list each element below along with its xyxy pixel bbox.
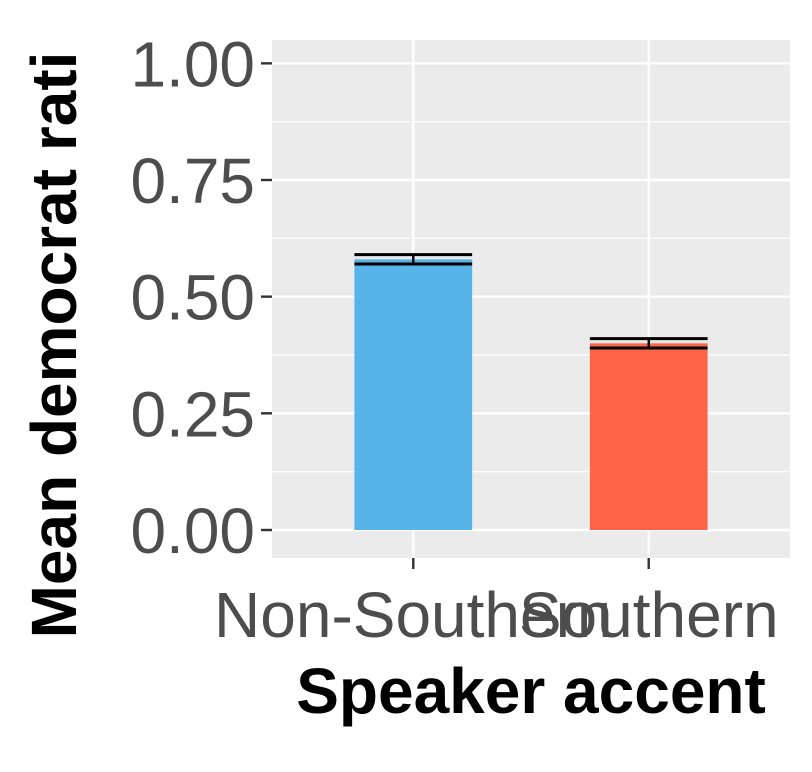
y-tick-label: 0.25	[130, 378, 255, 450]
y-axis: 0.00 0.25 0.50 0.75 1.00	[130, 28, 272, 567]
plot-panel	[272, 40, 790, 558]
x-tick-label: Southern	[519, 579, 779, 651]
y-tick-label: 0.00	[130, 495, 255, 567]
x-tick-label: Non-Southern	[214, 579, 612, 651]
y-tick-label: 0.75	[130, 145, 255, 217]
bar-southern	[589, 343, 708, 530]
y-tick-label: 0.50	[130, 262, 255, 334]
bar-non-southern	[354, 259, 473, 530]
error-bars	[354, 253, 708, 350]
bars	[354, 259, 708, 530]
y-tick-label: 1.00	[130, 28, 255, 100]
y-axis-title: Mean democrat rati	[18, 52, 90, 639]
x-axis-title: Speaker accent	[296, 655, 766, 727]
